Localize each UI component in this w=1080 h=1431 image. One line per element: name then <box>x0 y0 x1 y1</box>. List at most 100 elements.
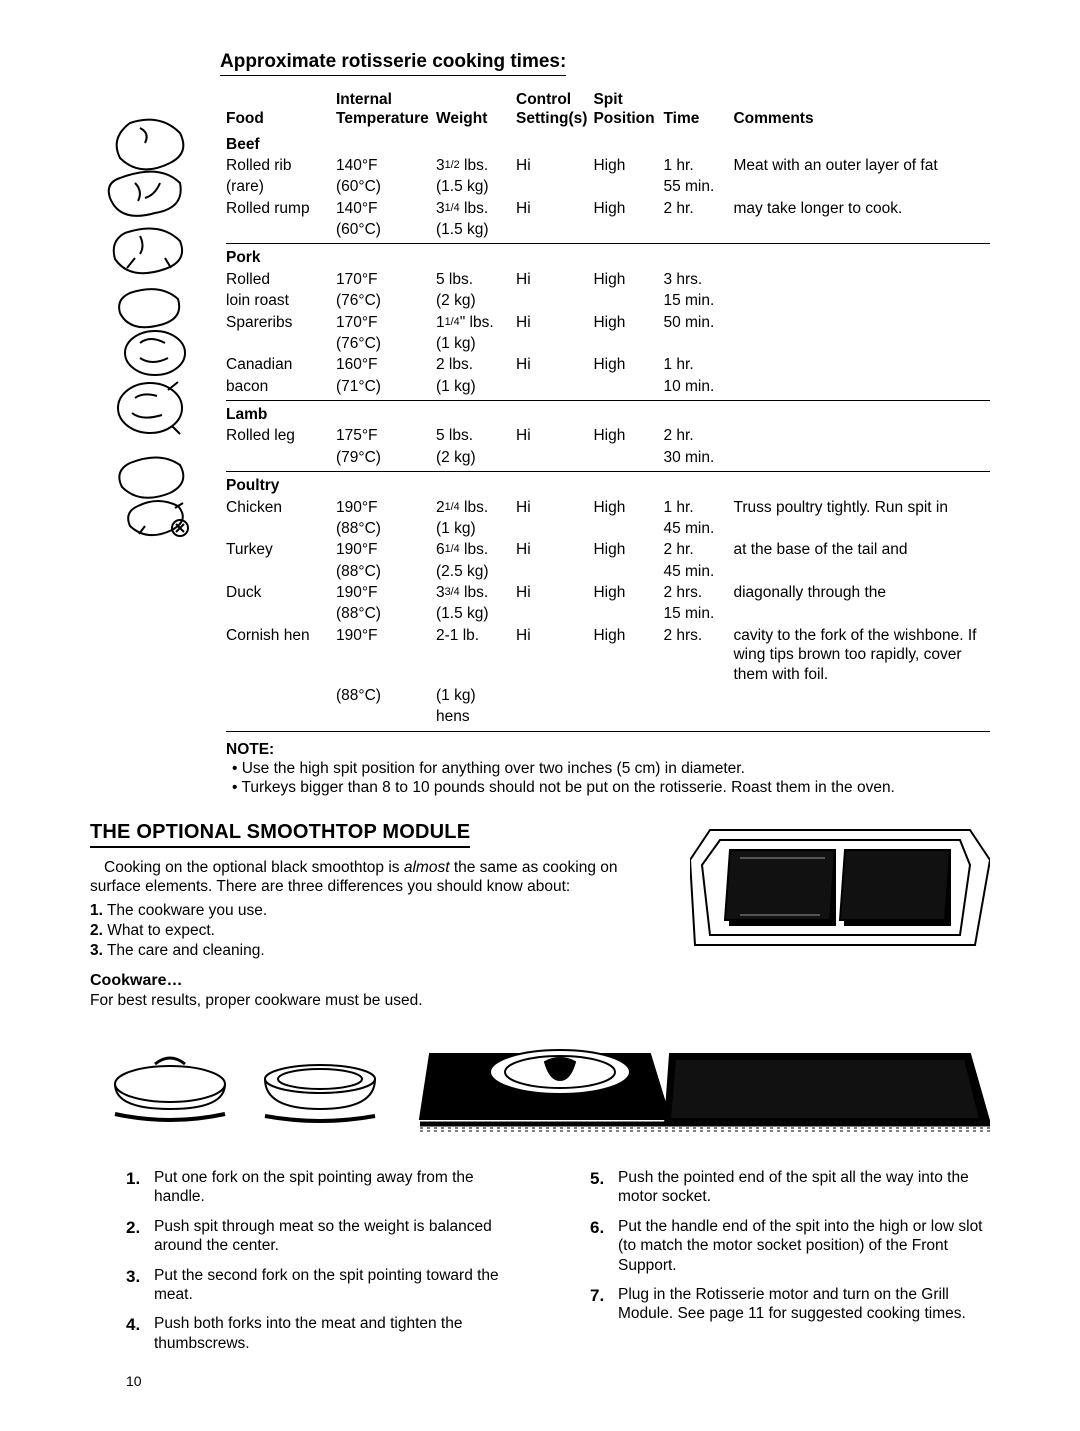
table-cell: 190°F <box>336 539 436 560</box>
table-cell: Hi <box>516 539 593 560</box>
column-header: Time <box>663 88 733 131</box>
table-cell: (76°C) <box>336 333 436 354</box>
table-cell: High <box>593 198 663 219</box>
column-header: Weight <box>436 88 516 131</box>
table-cell <box>226 685 336 706</box>
column-header: Food <box>226 88 336 131</box>
table-cell: Hi <box>516 497 593 518</box>
table-cell: 5 lbs. <box>436 425 516 446</box>
table-cell: 170°F <box>336 312 436 333</box>
table-cell <box>593 603 663 624</box>
table-cell <box>516 176 593 197</box>
table-cell: 33/4 lbs. <box>436 582 516 603</box>
category-label: Lamb <box>226 401 990 426</box>
table-cell: at the base of the tail and <box>733 539 990 560</box>
table-cell: High <box>593 312 663 333</box>
table-cell <box>593 219 663 244</box>
column-header: SpitPosition <box>593 88 663 131</box>
table-cell: 2 hrs. <box>663 582 733 603</box>
table-cell: Duck <box>226 582 336 603</box>
table-cell <box>516 290 593 311</box>
table-cell: 1 hr. <box>663 354 733 375</box>
table-cell: Hi <box>516 625 593 685</box>
table-cell: Rolled leg <box>226 425 336 446</box>
table-cell: High <box>593 155 663 176</box>
table-cell <box>593 706 663 731</box>
cookware-illustration <box>90 1024 990 1140</box>
table-cell: 11/4" lbs. <box>436 312 516 333</box>
table-cell <box>733 269 990 290</box>
table-cell: Hi <box>516 354 593 375</box>
table-cell <box>733 561 990 582</box>
table-cell <box>226 333 336 354</box>
table-cell: 190°F <box>336 497 436 518</box>
table-cell <box>733 376 990 401</box>
table-cell: (76°C) <box>336 290 436 311</box>
table-cell: High <box>593 539 663 560</box>
table-cell <box>663 685 733 706</box>
table-cell <box>663 706 733 731</box>
table-cell: Hi <box>516 582 593 603</box>
table-cell: loin roast <box>226 290 336 311</box>
table-cell: (88°C) <box>336 603 436 624</box>
table-cell: (1 kg) <box>436 333 516 354</box>
cooking-times-table: FoodInternalTemperatureWeightControlSett… <box>226 88 990 732</box>
table-cell: 2 hr. <box>663 198 733 219</box>
category-label: Poultry <box>226 472 990 497</box>
table-cell: High <box>593 425 663 446</box>
table-cell: 15 min. <box>663 603 733 624</box>
table-cell <box>593 376 663 401</box>
list-item: 1. The cookware you use. <box>90 901 670 920</box>
table-cell <box>593 290 663 311</box>
smoothtop-heading: THE OPTIONAL SMOOTHTOP MODULE <box>90 820 470 848</box>
table-cell <box>663 219 733 244</box>
step-item: 2.Push spit through meat so the weight i… <box>126 1217 526 1256</box>
table-cell: High <box>593 497 663 518</box>
table-cell: 2-1 lb. <box>436 625 516 685</box>
table-cell <box>733 603 990 624</box>
table-cell <box>593 685 663 706</box>
table-cell <box>516 447 593 472</box>
table-cell: (88°C) <box>336 518 436 539</box>
table-cell: 45 min. <box>663 518 733 539</box>
table-cell: Cornish hen <box>226 625 336 685</box>
step-item: 7.Plug in the Rotisserie motor and turn … <box>590 1285 990 1324</box>
table-cell: (1 kg) <box>436 376 516 401</box>
table-cell: Spareribs <box>226 312 336 333</box>
table-cell <box>516 603 593 624</box>
table-cell <box>733 290 990 311</box>
table-cell: Meat with an outer layer of fat <box>733 155 990 176</box>
table-cell: Rolled rib <box>226 155 336 176</box>
table-cell <box>733 425 990 446</box>
column-header: ControlSetting(s) <box>516 88 593 131</box>
table-cell <box>226 561 336 582</box>
table-cell <box>733 333 990 354</box>
table-cell: Truss poultry tightly. Run spit in <box>733 497 990 518</box>
note-item: Turkeys bigger than 8 to 10 pounds shoul… <box>232 778 990 797</box>
table-cell <box>516 706 593 731</box>
table-cell: 61/4 lbs. <box>436 539 516 560</box>
step-item: 1.Put one fork on the spit pointing away… <box>126 1168 526 1207</box>
table-cell: 2 hr. <box>663 425 733 446</box>
table-cell: 2 hrs. <box>663 625 733 685</box>
table-cell: (2 kg) <box>436 290 516 311</box>
table-cell <box>226 219 336 244</box>
table-cell <box>593 447 663 472</box>
table-cell: Hi <box>516 155 593 176</box>
table-cell <box>733 685 990 706</box>
table-cell: High <box>593 582 663 603</box>
table-cell: 160°F <box>336 354 436 375</box>
table-cell: (1.5 kg) <box>436 219 516 244</box>
table-cell: may take longer to cook. <box>733 198 990 219</box>
table-cell <box>516 561 593 582</box>
category-label: Pork <box>226 244 990 269</box>
table-cell <box>226 706 336 731</box>
table-cell: 30 min. <box>663 447 733 472</box>
table-cell <box>593 561 663 582</box>
table-cell: 140°F <box>336 198 436 219</box>
table-cell: (88°C) <box>336 561 436 582</box>
table-cell: Hi <box>516 269 593 290</box>
table-cell: Hi <box>516 312 593 333</box>
table-cell <box>593 176 663 197</box>
table-cell: 45 min. <box>663 561 733 582</box>
